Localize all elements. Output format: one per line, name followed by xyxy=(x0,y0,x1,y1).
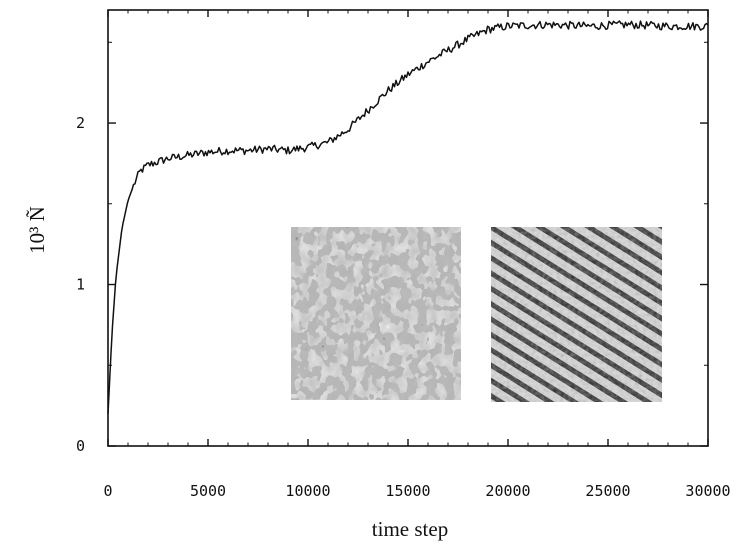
y-tick-label: 0 xyxy=(76,437,85,455)
x-tick-label: 15000 xyxy=(385,482,430,500)
x-axis-label: time step xyxy=(372,517,448,541)
x-axis: 0 5000 10000 15000 20000 25000 30000 xyxy=(103,10,731,500)
y-axis: 0 1 2 xyxy=(76,41,708,455)
inset-micrograph-right xyxy=(491,227,662,402)
inset-micrograph-left xyxy=(291,227,461,400)
y-tick-label: 2 xyxy=(76,114,85,132)
x-tick-label: 20000 xyxy=(485,482,530,500)
x-tick-label: 0 xyxy=(103,482,112,500)
y-axis-label: 10³ Ñ xyxy=(25,206,49,254)
x-tick-label: 25000 xyxy=(585,482,630,500)
y-tick-label: 1 xyxy=(76,276,85,294)
x-tick-label: 5000 xyxy=(190,482,226,500)
x-tick-label: 10000 xyxy=(285,482,330,500)
x-tick-label: 30000 xyxy=(685,482,730,500)
series-line xyxy=(107,20,709,414)
